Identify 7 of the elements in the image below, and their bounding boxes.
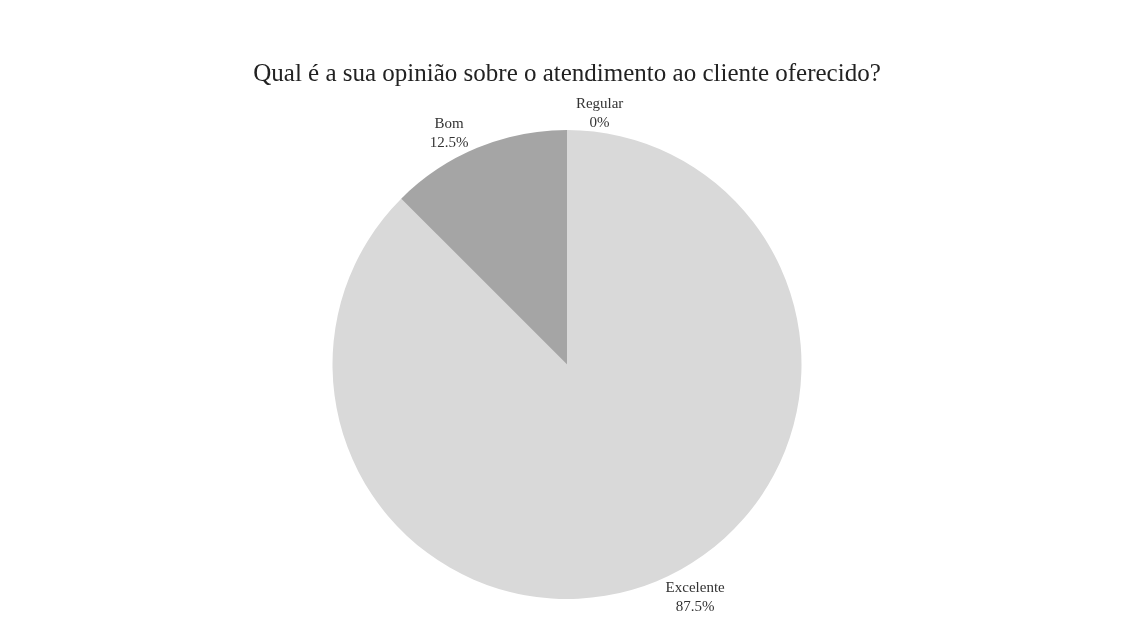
chart-title: Qual é a sua opinião sobre o atendimento ao cliente oferecido? bbox=[253, 59, 881, 87]
slice-label: Bom bbox=[434, 114, 464, 131]
slice-label: Excelente bbox=[665, 578, 726, 595]
data-label: 12.5% bbox=[429, 134, 469, 151]
data-label: 87.5% bbox=[675, 598, 715, 615]
category-label: Regular bbox=[575, 94, 624, 111]
text: 0% bbox=[589, 114, 610, 130]
